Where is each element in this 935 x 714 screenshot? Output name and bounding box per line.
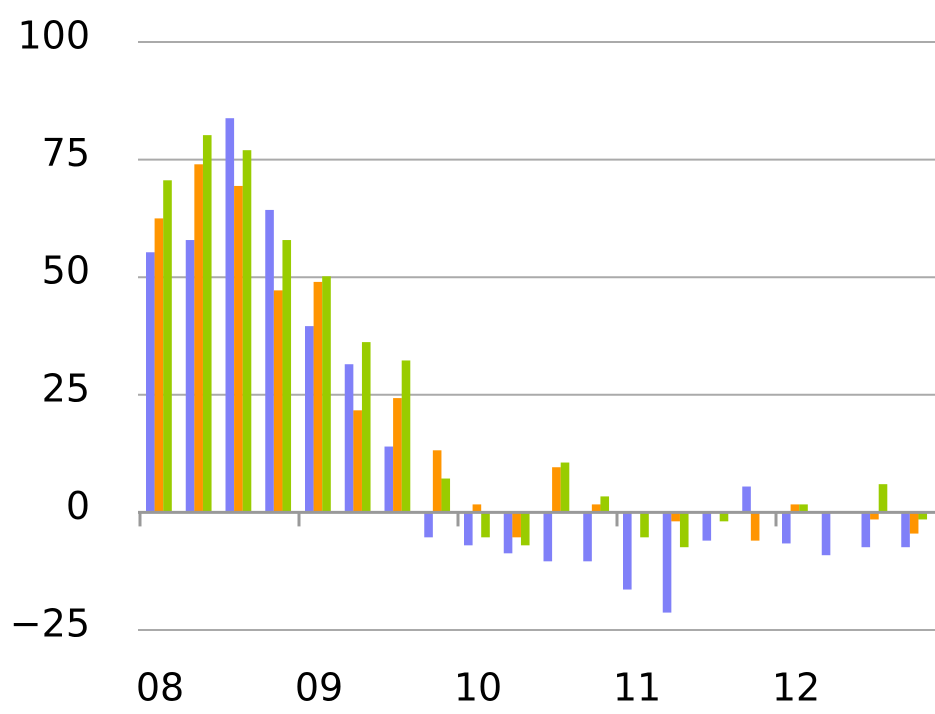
bar [799, 504, 808, 513]
bar [750, 512, 760, 541]
bar [481, 512, 490, 538]
y-tick-label: 0 [66, 484, 90, 528]
bar [640, 512, 649, 538]
bar [472, 504, 482, 513]
bar [424, 512, 433, 538]
bar [560, 462, 570, 513]
bar [194, 164, 203, 513]
bar [552, 467, 561, 513]
bar [719, 512, 729, 522]
bar [702, 512, 712, 541]
bar [265, 209, 274, 513]
bar [861, 512, 871, 548]
bar [623, 512, 632, 590]
bar [305, 326, 314, 513]
bar [322, 276, 331, 513]
bar [543, 512, 553, 562]
bar [313, 281, 323, 513]
bar [353, 410, 362, 513]
bar [464, 512, 473, 546]
bar [918, 512, 928, 520]
bar [401, 360, 411, 513]
bar [242, 150, 252, 513]
x-tick-label: 11 [613, 666, 661, 710]
bar [432, 450, 442, 513]
bar [273, 290, 283, 513]
bar [503, 512, 513, 554]
x-tick-label: 10 [454, 666, 502, 710]
x-tick-label: 08 [136, 666, 184, 710]
bar [662, 512, 672, 613]
bar [282, 240, 292, 513]
bar [234, 185, 243, 513]
bar [679, 512, 689, 548]
bar [185, 240, 195, 513]
y-tick-label: 75 [42, 131, 90, 175]
bar [384, 446, 394, 513]
bar [361, 342, 371, 513]
bar [202, 135, 212, 513]
bar [512, 512, 521, 538]
bar [163, 180, 172, 513]
y-tick-label: 100 [17, 14, 90, 58]
bar [344, 364, 354, 513]
bar [154, 218, 164, 513]
bar [393, 398, 402, 513]
bar [671, 512, 680, 522]
y-tick-label: 25 [42, 366, 90, 410]
bar [782, 512, 791, 544]
bar [821, 512, 831, 556]
bar [441, 478, 451, 513]
bar [520, 512, 530, 546]
bar [909, 512, 919, 534]
y-tick-label: 50 [42, 249, 90, 293]
bar [878, 484, 888, 513]
bar [742, 486, 751, 513]
bar [600, 496, 610, 513]
bar [591, 504, 601, 513]
y-tick-label: −25 [10, 602, 90, 646]
bar [790, 504, 800, 513]
x-tick-label: 12 [772, 666, 820, 710]
bar [583, 512, 592, 562]
bar [901, 512, 910, 548]
bar [225, 118, 235, 513]
x-tick-label: 09 [295, 666, 343, 710]
bar [870, 512, 879, 520]
bar [146, 252, 155, 513]
